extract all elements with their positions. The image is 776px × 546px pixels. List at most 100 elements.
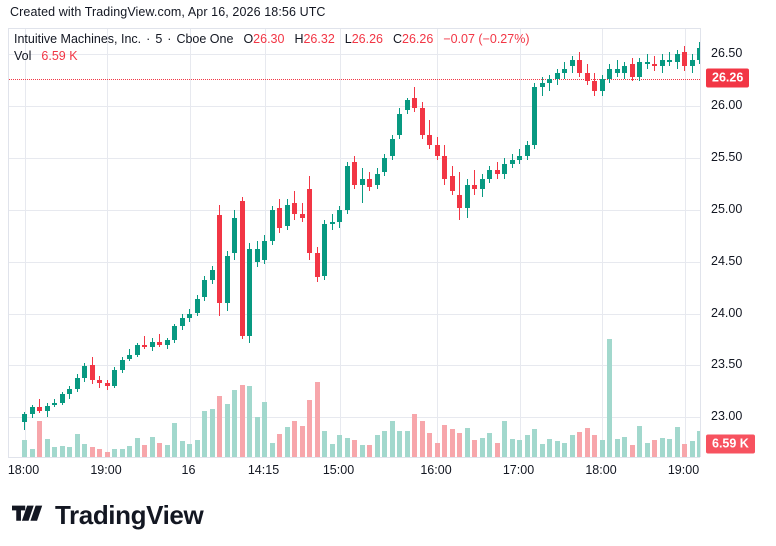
gridline-vertical [520,29,521,457]
candle-wick [496,161,498,179]
gridline-vertical [340,29,341,457]
candle-body [629,64,635,77]
candle-body [187,313,192,318]
volume-bar [314,382,320,457]
time-axis-tick: 19:00 [90,463,122,477]
price-axis-tick: 25.00 [711,201,743,216]
price-axis-tick: 25.50 [711,149,743,164]
price-axis-tick: 26.50 [711,46,743,60]
current-volume-badge[interactable]: 6.59 K [706,434,755,454]
volume-bar [269,442,275,457]
volume-bar [532,429,537,457]
volume-bar [539,443,545,457]
candle-body [674,54,680,63]
volume-bar [37,420,42,457]
candle-body [142,344,147,347]
volume-bar [389,420,395,457]
volume-bar [239,384,245,457]
volume-bar [457,432,462,457]
candle-body [689,60,695,67]
candle-body [404,99,410,111]
candle-body [89,365,95,380]
candle-body [112,369,117,387]
candle-body [82,366,87,378]
gridline-horizontal [9,54,700,55]
candle-body [352,161,357,185]
volume-bar [629,444,635,457]
candle-body [337,209,342,223]
candle-body [569,60,575,67]
candle-body [532,87,537,146]
candle-body [202,280,207,297]
volume-bar [337,435,342,457]
candle-body [232,218,237,254]
candle-body [622,66,627,73]
price-axis-tick: 23.50 [711,357,743,372]
candle-body [127,355,132,360]
volume-bar [427,432,432,457]
candle-body [329,222,335,225]
volume-bar [142,444,147,457]
candle-body [307,188,312,254]
volume-bar [479,437,485,457]
volume-bar [367,444,372,457]
time-axis[interactable]: 18:00 19:00 16 14:15 15:00 16:00 17:00 18:00 19:… [8,457,700,481]
volume-bar [614,438,620,457]
volume-bar [599,440,605,457]
volume-bar [577,431,582,457]
volume-bar [344,437,350,457]
candle-body [74,377,80,390]
candle-body [637,62,642,77]
candle-body [172,325,177,341]
gridline-horizontal [9,106,700,107]
candle-body [457,195,462,208]
volume-bar [292,420,297,457]
candle-wick [54,398,55,407]
candle-wick [39,398,40,414]
candle-body [164,340,170,345]
candle-body [412,97,417,108]
candle-wick [129,348,130,362]
volume-bar [674,426,680,457]
candle-body [194,298,200,314]
candle-body [314,253,320,278]
candle-body [659,60,665,67]
volume-bar [374,435,380,457]
volume-bar [29,448,35,457]
candle-body [67,389,72,395]
volume-bar [284,426,290,457]
volume-bar [44,438,50,457]
volume-bar [517,440,522,457]
time-axis-tick: 16:00 [420,463,452,477]
candle-body [562,68,567,73]
price-axis[interactable]: 26.50 26.00 25.50 25.00 24.50 24.00 23.50 23.00… [700,28,776,457]
candle-body [614,68,620,73]
volume-bar [569,435,575,457]
volume-bar [187,443,192,457]
tradingview-logo-icon [12,505,43,521]
tradingview-branding: TradingView [12,500,204,531]
candle-body [29,406,35,415]
volume-bar [232,389,237,457]
candle-body [667,60,672,63]
candle-body [494,170,500,175]
volume-bar [172,423,177,457]
volume-bar [487,432,492,457]
chart-plot-area[interactable] [8,28,700,457]
current-price-badge[interactable]: 26.26 [706,68,750,88]
candle-body [344,166,350,210]
volume-bar [397,430,402,457]
volume-bar [637,425,642,457]
candle-wick [474,170,475,196]
candle-body [682,51,687,67]
volume-bar [562,442,567,457]
volume-bar [254,417,260,457]
candle-body [157,341,162,345]
volume-bar [524,435,530,457]
gridline-vertical [602,29,603,457]
gridline-vertical [25,29,26,457]
price-axis-tick: 26.00 [711,97,743,112]
candle-body [224,256,230,304]
volume-bar [82,443,87,457]
